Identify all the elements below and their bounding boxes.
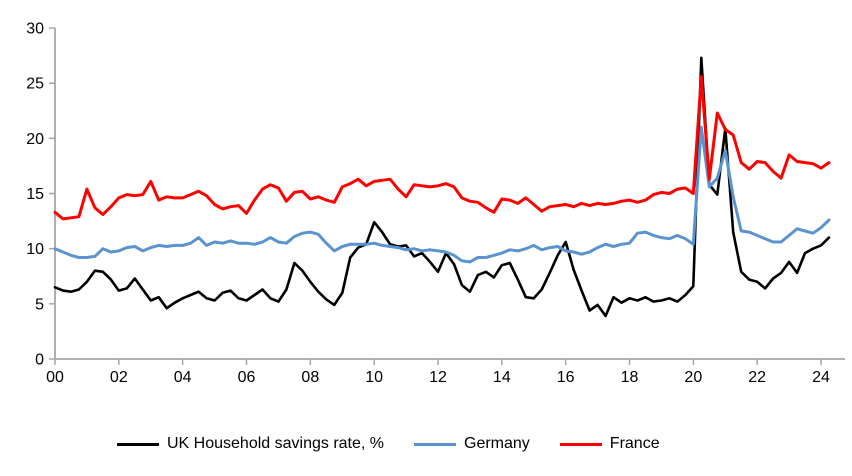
x-tick-label: 12 [429,369,447,386]
y-tick-label: 30 [26,21,44,38]
y-tick-label: 0 [35,352,44,369]
legend-item-uk: UK Household savings rate, % [117,434,384,454]
x-tick-label: 24 [812,369,830,386]
x-tick-label: 22 [748,369,766,386]
germany-legend-label: Germany [464,435,530,452]
legend-item-germany: Germany [414,434,530,454]
y-tick-label: 5 [35,296,44,313]
x-tick-label: 20 [684,369,702,386]
x-tick-label: 16 [557,369,575,386]
x-tick-label: 00 [46,369,64,386]
france-legend-label: France [609,435,660,452]
x-tick-label: 08 [301,369,319,386]
legend-item-france: France [559,434,660,454]
y-tick-label: 15 [26,186,44,203]
france-line-swatch [559,442,602,446]
x-tick-label: 02 [110,369,128,386]
chart-legend: UK Household savings rate, % Germany Fra… [117,434,660,454]
x-tick-label: 18 [621,369,639,386]
y-tick-label: 10 [26,241,44,258]
x-tick-label: 06 [238,369,256,386]
y-tick-label: 20 [26,131,44,148]
y-tick-label: 25 [26,76,44,93]
germany-line-swatch [414,442,456,446]
uk-legend-label: UK Household savings rate, % [167,435,384,452]
uk-line-swatch [117,442,159,446]
x-tick-label: 14 [493,369,511,386]
series-line-france [53,75,831,221]
x-tick-label: 04 [174,369,192,386]
series-line-germany [53,125,831,264]
x-tick-label: 10 [365,369,383,386]
series-line-uk [53,56,831,318]
